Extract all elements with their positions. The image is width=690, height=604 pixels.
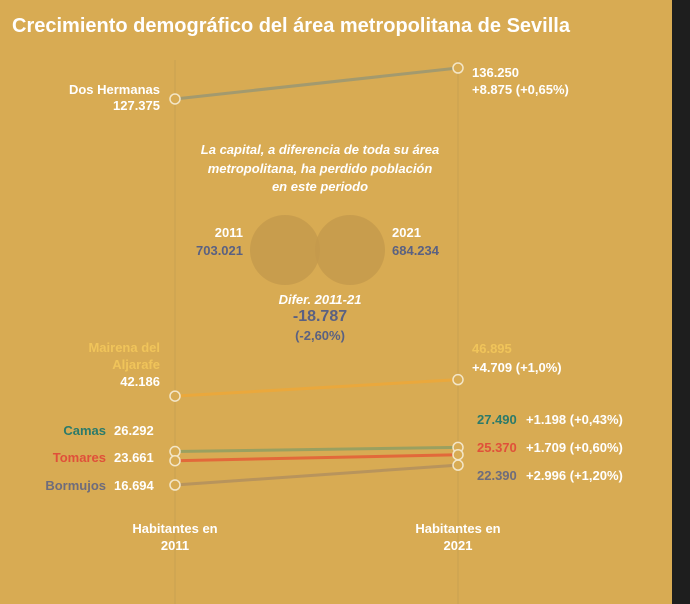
point [169,93,181,105]
series-name: Mairena del Aljarafe [88,340,160,372]
circle-deco [250,215,320,285]
point [169,454,181,467]
slope-line [174,66,459,101]
point [452,373,464,386]
x-axis-label: Habitantes en 2011 [132,521,218,553]
value-label: 46.895 [472,341,512,356]
point [452,459,464,471]
point [169,390,181,402]
value-label: 42.186 [120,374,160,389]
difference-value: -18.787 [292,308,348,325]
capital-value: 703.021 [196,243,243,258]
point [169,479,181,491]
difference-title: Difer. 2011-21 [278,292,362,307]
value-label: 127.375 [113,98,160,113]
point [452,62,464,74]
year-label: 2011 [214,225,243,240]
value-label: 26.292 [114,423,154,438]
value-label: 16.694 [114,478,154,493]
series-name: Tomares [52,450,106,465]
annotation: La capital, a diferencia de toda su área… [200,142,440,194]
x-axis-label: Habitantes en 2021 [415,521,501,553]
value-label: 136.250 [472,65,519,80]
circle-deco [315,215,385,285]
series-name: Dos Hermanas [68,82,160,97]
slope-line [174,445,459,454]
point [452,448,464,461]
change-label: +4.709 (+1,0%) [472,360,562,375]
year-label: 2021 [392,225,421,240]
change-label: +2.996 (+1,20%) [526,468,623,483]
change-label: +1.198 (+0,43%) [526,412,623,427]
slope-line [174,378,459,398]
difference-pct: (-2,60%) [295,328,345,343]
capital-value: 684.234 [392,243,439,258]
series-name: Camas [63,423,106,438]
chart-title: Crecimiento demográfico del área metropo… [12,15,570,37]
change-label: +1.709 (+0,60%) [526,440,623,455]
value-label: 23.661 [114,450,154,465]
change-label: +8.875 (+0,65%) [472,82,569,97]
slope-line [174,463,459,487]
slope-line [174,453,459,463]
value-label: 27.490 [477,412,517,427]
value-label: 25.370 [477,440,517,455]
series-name: Bormujos [45,478,106,493]
value-label: 22.390 [477,468,517,483]
infographic [0,0,672,604]
